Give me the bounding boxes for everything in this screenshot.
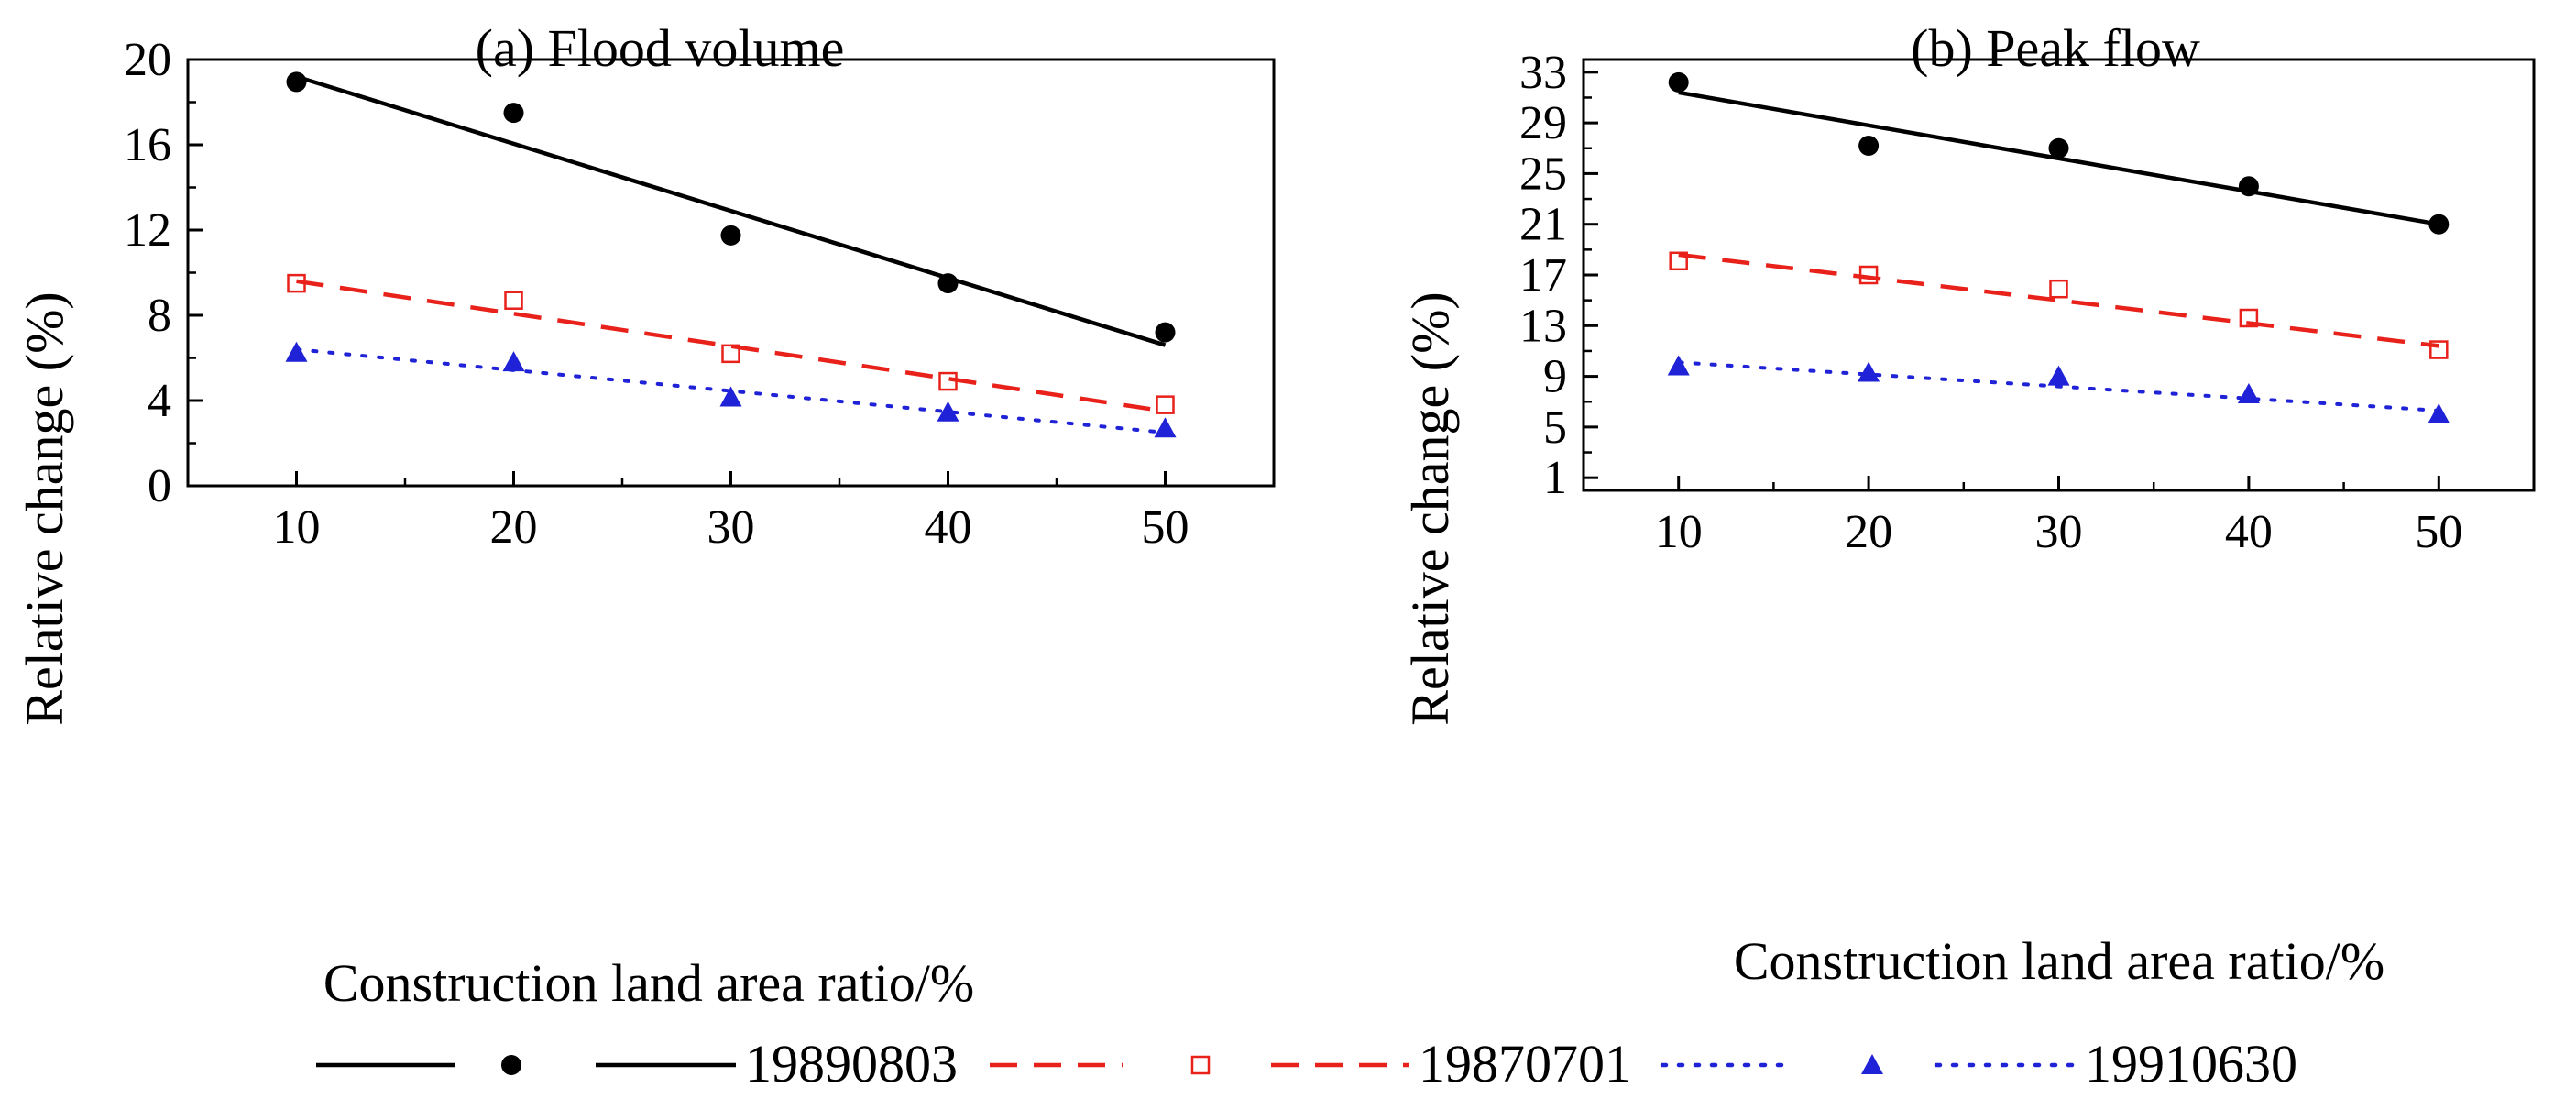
y-tick-label: 21: [1519, 199, 1567, 251]
data-point-19870701: [2049, 279, 2068, 299]
series-19890803: [1668, 71, 2450, 235]
x-tick-label: 30: [707, 501, 755, 554]
x-tick-label: 20: [1845, 506, 1892, 558]
x-tick-label: 50: [2415, 506, 2462, 558]
chart-a-xlabel: Construction land area ratio/%: [323, 953, 974, 1013]
series-19890803: [286, 71, 1176, 347]
data-point-19870701: [2239, 308, 2259, 328]
data-point-19890803: [2048, 137, 2069, 159]
data-point-19870701: [721, 344, 740, 364]
plot-frame: [186, 58, 1276, 488]
data-point-19890803: [1858, 136, 1880, 156]
fit-line-19870701: [296, 279, 1166, 413]
y-tick-label: 20: [124, 34, 171, 86]
y-tick-label: 33: [1519, 47, 1567, 99]
fit-line-19910630: [1676, 360, 2441, 412]
series-19910630: [1667, 355, 2450, 424]
data-point-19890803: [2428, 214, 2450, 235]
series-19870701: [287, 273, 1175, 414]
legend-entry-19910630: 19910630: [1660, 1034, 2297, 1093]
data-point-19910630: [2237, 382, 2260, 403]
data-point-19910630: [1154, 417, 1177, 438]
data-point-19910630: [1858, 361, 1880, 382]
y-tick-label: 5: [1543, 401, 1567, 454]
legend-label: 19890803: [745, 1034, 958, 1093]
y-tick-label: 1: [1543, 452, 1567, 504]
chart-a-ylabel: Relative change (%): [15, 291, 74, 725]
chart-a-title: (a) Flood volume: [476, 18, 845, 78]
legend-label: 19910630: [2085, 1034, 2297, 1093]
data-point-19870701: [287, 273, 306, 293]
data-point-19910630: [502, 351, 525, 372]
legend-marker: [1190, 1055, 1211, 1075]
series-19910630: [285, 341, 1177, 438]
x-tick-label: 20: [490, 501, 538, 554]
fit-line-19890803: [295, 74, 1167, 347]
chart-b-title: (b) Peak flow: [1911, 18, 2200, 78]
data-point-19890803: [937, 273, 959, 294]
x-tick-label: 10: [1655, 506, 1703, 558]
legend-entry-19870701: 19870701: [990, 1034, 1631, 1093]
data-point-19890803: [720, 225, 741, 246]
y-tick-label: 16: [124, 119, 171, 171]
data-point-19870701: [504, 291, 523, 310]
y-tick-label: 13: [1519, 300, 1567, 352]
data-point-19890803: [503, 103, 524, 124]
y-tick-label: 8: [148, 290, 171, 342]
legend-marker: [1861, 1054, 1883, 1074]
data-point-19890803: [2238, 176, 2259, 197]
legend: 19890803 19870701 19910630: [316, 1034, 2297, 1093]
x-tick-label: 40: [925, 501, 972, 554]
legend-marker: [501, 1055, 521, 1075]
data-point-19870701: [938, 371, 958, 391]
data-point-19870701: [1669, 251, 1688, 271]
data-point-19910630: [937, 401, 959, 422]
y-tick-label: 12: [124, 204, 171, 257]
data-point-19890803: [1668, 71, 1689, 93]
x-tick-label: 30: [2035, 506, 2083, 558]
y-tick-label: 4: [148, 375, 171, 427]
legend-label: 19870701: [1419, 1034, 1631, 1093]
chart-flood-volume: (a) Flood volume Construction land area …: [15, 18, 1276, 1013]
legend-entry-19890803: 19890803: [316, 1034, 958, 1093]
data-point-19870701: [1156, 395, 1175, 414]
data-point-19910630: [2047, 365, 2070, 386]
chart-b-ylabel: Relative change (%): [1400, 291, 1460, 725]
fit-line-19890803: [1678, 90, 2439, 226]
data-point-19870701: [2429, 340, 2449, 359]
data-point-19910630: [285, 341, 308, 362]
y-tick-label: 25: [1519, 148, 1567, 200]
data-point-19890803: [286, 71, 307, 93]
chart-peak-flow: (b) Peak flow Construction land area rat…: [1400, 18, 2536, 991]
x-tick-label: 10: [273, 501, 321, 554]
y-tick-label: 29: [1519, 97, 1567, 149]
y-tick-label: 17: [1519, 249, 1567, 302]
data-point-19910630: [2428, 403, 2450, 424]
data-point-19890803: [1155, 322, 1176, 343]
series-19870701: [1669, 251, 2449, 359]
y-tick-label: 9: [1543, 351, 1567, 403]
y-tick-label: 0: [148, 460, 171, 512]
plot-frame: [1582, 58, 2536, 492]
x-tick-label: 40: [2225, 506, 2273, 558]
data-point-19910630: [719, 386, 742, 407]
chart-b-xlabel: Construction land area ratio/%: [1734, 931, 2384, 991]
data-point-19910630: [1667, 355, 1690, 376]
x-tick-label: 50: [1142, 501, 1189, 554]
data-point-19870701: [1858, 265, 1879, 285]
fit-line-19910630: [294, 347, 1167, 434]
fit-line-19870701: [1678, 252, 2439, 348]
